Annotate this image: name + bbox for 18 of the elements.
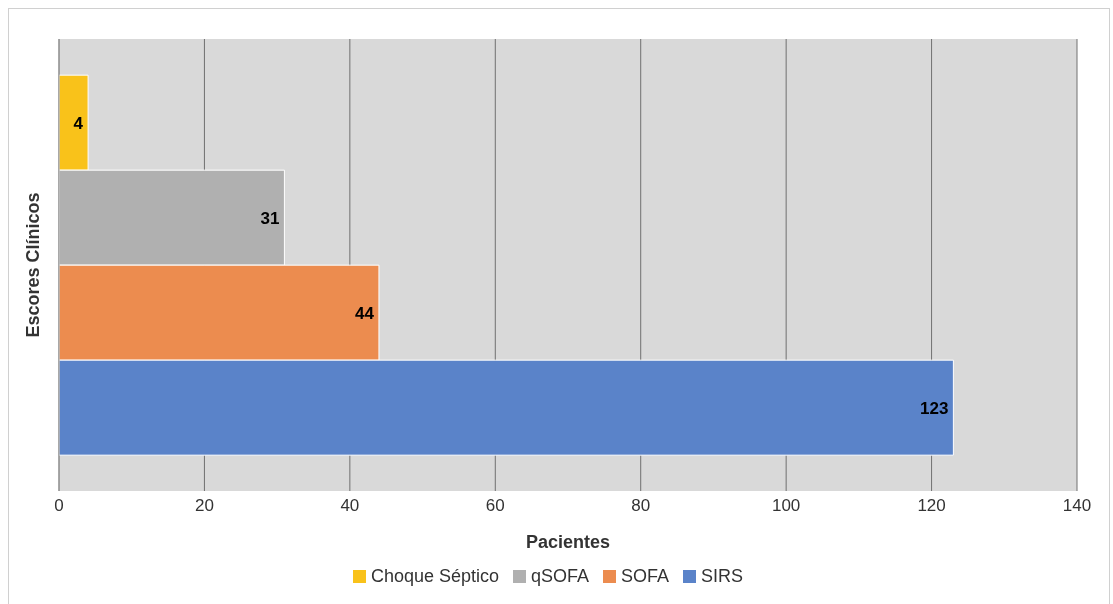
legend-label: qSOFA [531,566,590,587]
x-tick-label: 60 [485,496,505,516]
x-axis-title: Pacientes [525,532,611,552]
y-axis-title: Escores Clínicos [23,192,44,338]
data-label: 31 [260,208,280,228]
x-tick-label: 20 [194,496,214,516]
x-tick-label: 0 [54,496,64,516]
x-tick-label: 100 [771,496,801,516]
data-label: 4 [73,113,84,133]
data-label: 123 [920,398,949,418]
x-tick-label: 40 [340,496,360,516]
legend-label: SIRS [701,566,744,587]
x-tick-label: 120 [917,496,946,516]
x-tick-label: 80 [631,496,651,516]
x-tick-label: 140 [1062,496,1092,516]
legend-label: SOFA [621,566,670,587]
data-label: 44 [355,303,375,323]
legend-label: Choque Séptico [370,566,500,587]
